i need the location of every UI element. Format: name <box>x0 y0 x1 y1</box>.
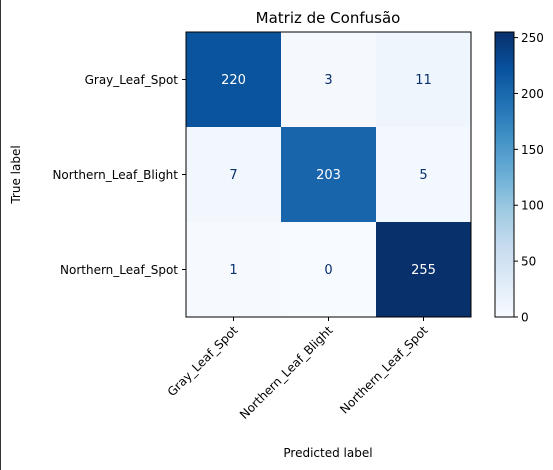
x-tick-label: Gray_Leaf_Spot <box>165 323 241 399</box>
colorbar-ticks: 0 50 100 150 200 250 <box>514 31 544 325</box>
cell-value-label: 0 <box>324 263 332 278</box>
heatmap-cell <box>376 127 472 223</box>
colorbar-gradient <box>494 31 515 318</box>
colorbar-tick-label: 50 <box>521 255 536 269</box>
heatmap-cell <box>376 222 472 318</box>
colorbar-tick-label: 200 <box>521 87 544 101</box>
heatmap-cell <box>186 222 282 318</box>
colorbar-tick-label: 250 <box>521 31 544 45</box>
heatmap-cell <box>376 32 472 128</box>
heatmap-cell <box>281 127 377 223</box>
left-border <box>0 0 1 470</box>
heatmap-cell <box>186 127 282 223</box>
x-tick-label: Northern_Leaf_Blight <box>237 323 336 422</box>
y-tick-label: Gray_Leaf_Spot <box>85 73 179 87</box>
y-axis-ticks: Gray_Leaf_Spot Northern_Leaf_Blight Northe… <box>52 73 186 277</box>
cell-value-label: 5 <box>419 168 427 183</box>
heatmap-cell <box>281 32 377 128</box>
cell-value-label: 255 <box>411 263 436 278</box>
colorbar-tick-label: 150 <box>521 143 544 157</box>
cell-value-label: 220 <box>221 73 246 88</box>
x-axis-label: Predicted label <box>283 446 372 460</box>
cell-value-label: 11 <box>415 73 432 88</box>
x-tick-label: Northern_Leaf_Spot <box>337 323 431 417</box>
chart-title: Matriz de Confusão <box>256 9 401 27</box>
y-tick-label: Northern_Leaf_Blight <box>52 168 178 182</box>
colorbar-tick-label: 0 <box>521 311 529 325</box>
heatmap-cell <box>186 32 282 128</box>
cell-value-label: 1 <box>229 263 237 278</box>
cell-value-labels: 220 3 11 7 203 5 1 0 255 <box>221 73 436 278</box>
heatmap-cell <box>281 222 377 318</box>
y-axis-label: True label <box>9 145 23 204</box>
heatmap-cells <box>186 32 472 318</box>
colorbar-tick-label: 100 <box>521 199 544 213</box>
cell-value-label: 7 <box>229 168 237 183</box>
colorbar: 0 50 100 150 200 250 <box>494 31 544 325</box>
cell-value-label: 203 <box>316 168 341 183</box>
y-tick-label: Northern_Leaf_Spot <box>60 263 178 277</box>
cell-value-label: 3 <box>324 73 332 88</box>
